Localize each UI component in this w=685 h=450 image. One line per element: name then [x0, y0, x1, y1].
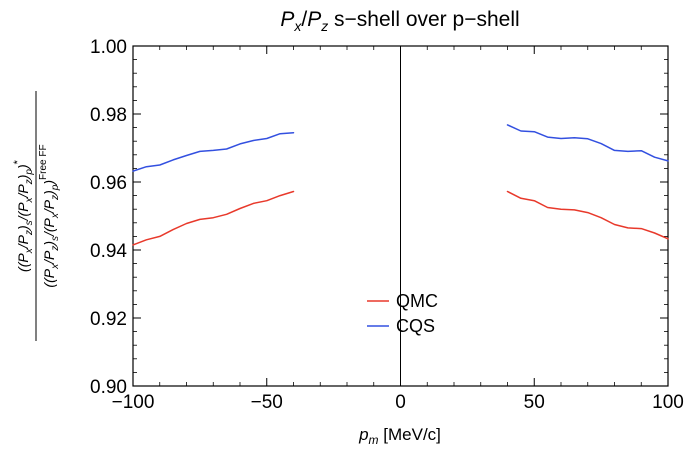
x-tick-label: −100 [112, 392, 155, 413]
x-tick-label: 100 [652, 392, 684, 413]
x-axis-label: pm [MeV/c] [358, 425, 441, 447]
svg-text:((Px/Pz)s/(Px/Pz)p)Free FF: ((Px/Pz)s/(Px/Pz)p)Free FF [38, 144, 61, 287]
legend-label-cqs: CQS [396, 316, 435, 336]
series-line-qmc-1 [506, 190, 669, 240]
y-tick-label: 0.90 [90, 377, 127, 398]
y-tick-label: 0.96 [90, 173, 127, 194]
x-tick-label: −50 [251, 392, 283, 413]
x-tick-label: 50 [524, 392, 545, 413]
chart-title: Px/Pz s−shell over p−shell [280, 8, 519, 34]
y-axis-label: ((Px/Pz)s/(Px/Pz)p)* ((Px/Pz)s/(Px/Pz)p)… [12, 91, 61, 341]
svg-text:((Px/Pz)s/(Px/Pz)p)*: ((Px/Pz)s/(Px/Pz)p)* [12, 159, 35, 272]
x-tick-label: 0 [395, 392, 406, 413]
legend-label-qmc: QMC [396, 291, 438, 311]
y-tick-label: 0.98 [90, 105, 127, 126]
y-tick-label: 1.00 [90, 37, 127, 58]
svg-text:pm [MeV/c]: pm [MeV/c] [358, 425, 441, 445]
y-tick-label: 0.92 [90, 309, 127, 330]
series-line-cqs-1 [506, 124, 669, 162]
axis-ticks: −100 −50 0 50 100 0.90 0.92 0.94 0.96 0.98 1.00 [90, 37, 684, 413]
series-lines [132, 124, 669, 246]
y-tick-label: 0.94 [90, 241, 127, 262]
series-line-cqs-0 [132, 131, 295, 172]
series-line-qmc-0 [132, 190, 295, 246]
svg-text:Px/Pz s−shell over p−shell: Px/Pz s−shell over p−shell [280, 8, 519, 34]
legend: QMC CQS [367, 291, 438, 336]
